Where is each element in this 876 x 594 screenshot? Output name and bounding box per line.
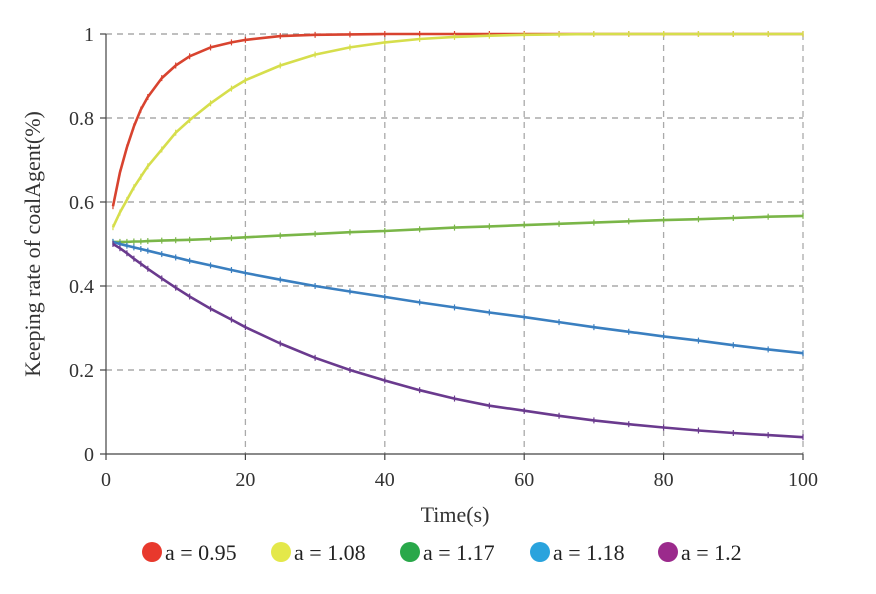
- legend: a = 0.95 a = 1.08 a = 1.17 a = 1.18 a = 1.2: [142, 540, 742, 565]
- legend-marker-3: [400, 542, 420, 562]
- y-tick-label: 0.2: [69, 360, 94, 382]
- series-line-5: [112, 242, 804, 439]
- legend-marker-2: [271, 542, 291, 562]
- grid-lines: [106, 33, 804, 454]
- legend-marker-4: [530, 542, 550, 562]
- series-markers-3: [112, 212, 804, 245]
- legend-marker-1: [142, 542, 162, 562]
- series-markers-1: [112, 31, 804, 210]
- x-axis-label: Time(s): [421, 502, 490, 527]
- series-line-3: [113, 214, 804, 244]
- series-markers-2: [112, 31, 804, 231]
- series-line-4: [112, 240, 804, 355]
- y-tick-label: 1: [84, 24, 94, 46]
- legend-label-5: a = 1.2: [681, 540, 742, 565]
- tick-labels: 0 0.2 0.4 0.6 0.8 1 0 20 40 60 80 100: [69, 24, 818, 491]
- x-tick-label: 40: [375, 469, 395, 491]
- legend-label-1: a = 0.95: [165, 540, 237, 565]
- y-tick-label: 0.8: [69, 108, 94, 130]
- series-markers-5: [112, 241, 804, 441]
- y-tick-label: 0.4: [69, 276, 94, 298]
- legend-label-4: a = 1.18: [553, 540, 625, 565]
- y-axis-label: Keeping rate of coalAgent(%): [20, 111, 45, 377]
- y-tick-label: 0.6: [69, 192, 94, 214]
- x-tick-label: 60: [514, 469, 534, 491]
- series-line-2: [111, 32, 803, 228]
- x-tick-label: 100: [788, 469, 818, 491]
- series-markers-4: [112, 238, 804, 357]
- legend-label-3: a = 1.17: [423, 540, 495, 565]
- axes: [100, 33, 804, 460]
- x-tick-label: 20: [235, 469, 255, 491]
- series-lines: [111, 31, 804, 441]
- x-tick-label: 0: [101, 469, 111, 491]
- legend-label-2: a = 1.08: [294, 540, 366, 565]
- y-tick-label: 0: [84, 444, 94, 466]
- series-line-1: [111, 32, 803, 207]
- x-tick-label: 80: [654, 469, 674, 491]
- legend-marker-5: [658, 542, 678, 562]
